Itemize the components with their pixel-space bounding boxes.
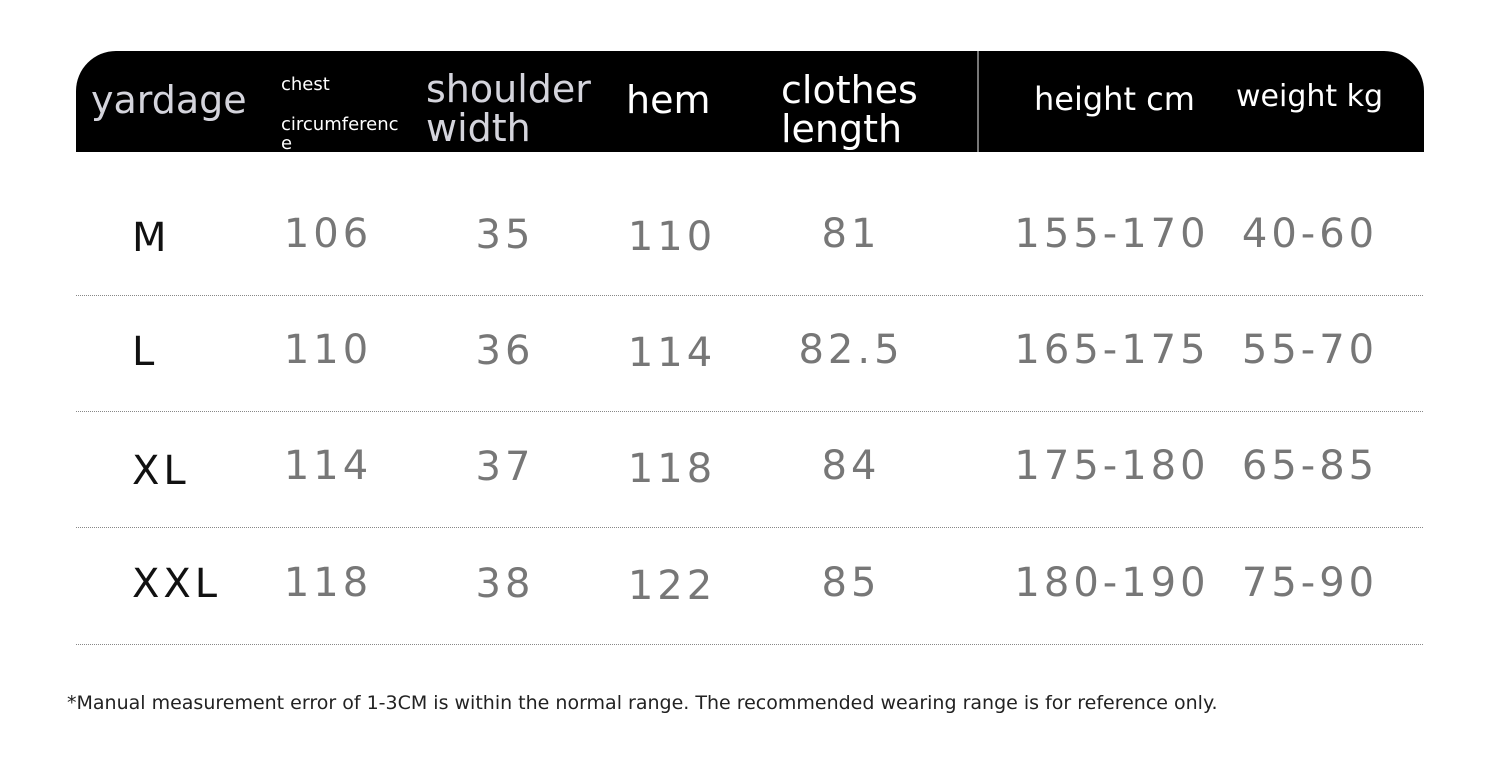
footnote: *Manual measurement error of 1-3CM is wi… [67,692,1218,714]
row-divider [76,644,1423,645]
length-cell: 81 [821,211,881,257]
header-height: height cm [1034,80,1195,118]
shoulder-cell: 37 [475,444,535,490]
row-divider [76,411,1423,412]
size-cell: L [132,329,159,375]
weight-cell: 55-70 [1241,327,1379,373]
height-cell: 175-180 [1014,443,1210,489]
hem-cell: 118 [627,446,717,492]
size-cell: M [132,215,171,261]
header-yardage: yardage [91,78,247,122]
shoulder-cell: 35 [475,212,535,258]
hem-cell: 122 [627,563,717,609]
height-cell: 165-175 [1014,327,1210,373]
header-chest-line2: circumferenc [281,114,399,135]
header-length-line2: length [781,107,903,151]
weight-cell: 65-85 [1241,443,1379,489]
header-chest-line3: e [281,133,293,154]
shoulder-cell: 36 [475,328,535,374]
header-chest-line1: chest [281,74,330,95]
table-header: yardage chest circumferenc e shoulder wi… [76,51,1424,154]
header-shoulder-line2: width [426,106,531,150]
size-cell: XXL [132,561,222,607]
hem-cell: 114 [627,330,717,376]
weight-cell: 75-90 [1241,560,1379,606]
length-cell: 85 [821,560,881,606]
chest-cell: 110 [283,327,373,373]
row-divider [76,295,1423,296]
chest-cell: 114 [283,443,373,489]
height-cell: 180-190 [1014,560,1210,606]
length-cell: 84 [821,443,881,489]
chest-cell: 106 [283,211,373,257]
header-weight: weight kg [1236,79,1384,114]
height-cell: 155-170 [1014,211,1210,257]
weight-cell: 40-60 [1241,211,1379,257]
row-divider [76,527,1423,528]
hem-cell: 110 [627,214,717,260]
length-cell: 82.5 [798,327,904,373]
header-divider [977,51,979,152]
size-cell: XL [132,448,190,494]
header-length-line1: clothes [781,68,918,112]
chest-cell: 118 [283,560,373,606]
header-hem: hem [626,78,711,122]
header-shoulder-line1: shoulder [426,67,591,111]
shoulder-cell: 38 [475,561,535,607]
